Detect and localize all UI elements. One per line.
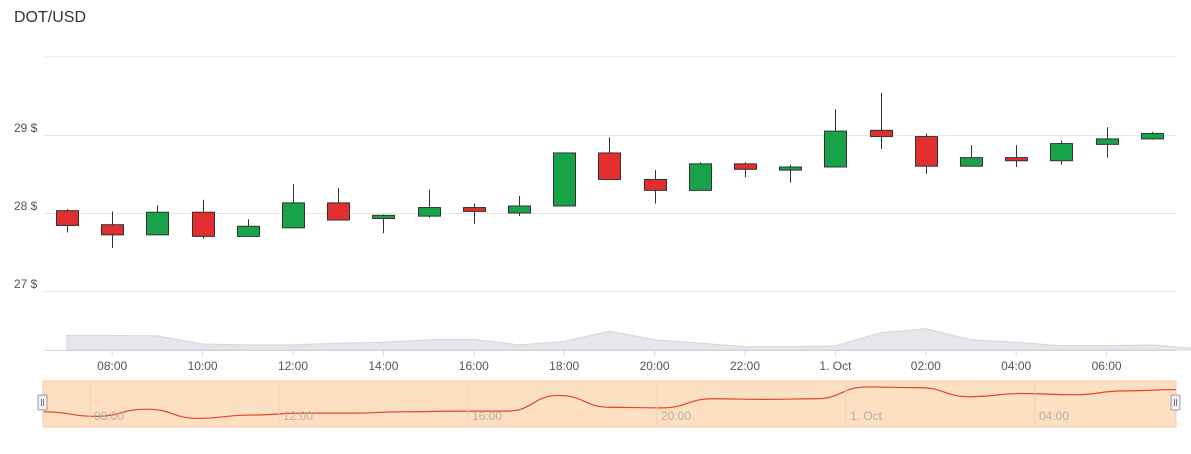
- candle-body[interactable]: [644, 178, 667, 191]
- navigator-tick-label: 1. Oct: [850, 409, 883, 423]
- x-tick-label: 04:00: [1001, 359, 1031, 373]
- x-tick-label: 14:00: [368, 359, 398, 373]
- y-tick-label: 28 $: [14, 199, 38, 213]
- grid-lines: [44, 56, 1176, 292]
- candle-body[interactable]: [1096, 138, 1119, 145]
- x-tick-label: 22:00: [730, 359, 760, 373]
- volume-series: [66, 328, 1191, 351]
- x-axis: 08:00 10:00 12:00 14:00 16:00 18:00 20:00 22:00…: [97, 350, 1122, 373]
- y-axis-labels: 27 $ 28 $ 29 $: [14, 121, 38, 291]
- navigator-handle-left[interactable]: [37, 394, 48, 411]
- candle-body[interactable]: [689, 163, 712, 191]
- candle-body[interactable]: [237, 225, 260, 237]
- x-tick-label: 12:00: [278, 359, 308, 373]
- candle-body[interactable]: [372, 214, 395, 219]
- navigator-handle-right[interactable]: [1170, 394, 1181, 411]
- navigator-series: [43, 386, 1177, 419]
- volume-area: [44, 328, 1191, 351]
- candle-body[interactable]: [870, 129, 893, 138]
- x-tick-label: 10:00: [188, 359, 218, 373]
- candle-body[interactable]: [327, 202, 350, 221]
- navigator-tick-label: 08:00: [94, 409, 124, 423]
- candle-body[interactable]: [463, 207, 486, 212]
- x-tick-label: 16:00: [459, 359, 489, 373]
- candle-body[interactable]: [508, 205, 531, 214]
- candle-body[interactable]: [824, 130, 847, 168]
- y-tick-label: 29 $: [14, 121, 38, 135]
- candle-body[interactable]: [1050, 143, 1073, 162]
- x-tick-label: 06:00: [1092, 359, 1122, 373]
- navigator-window[interactable]: [42, 380, 1177, 428]
- navigator-tick-label: 04:00: [1039, 409, 1069, 423]
- x-tick-label: 02:00: [911, 359, 941, 373]
- candles-group[interactable]: [56, 92, 1164, 249]
- chart-title: DOT/USD: [14, 9, 86, 26]
- candle-body[interactable]: [960, 157, 983, 167]
- candle-body[interactable]: [734, 163, 757, 170]
- handle-body[interactable]: [1170, 394, 1181, 411]
- candle-body[interactable]: [192, 211, 215, 237]
- candle-body[interactable]: [146, 211, 169, 236]
- candle-body[interactable]: [56, 210, 79, 226]
- candle-body[interactable]: [101, 224, 124, 236]
- x-tick-label: 20:00: [640, 359, 670, 373]
- x-tick-label: 08:00: [97, 359, 127, 373]
- candle-body[interactable]: [915, 136, 938, 167]
- y-tick-label: 27 $: [14, 277, 38, 291]
- handle-body[interactable]: [37, 394, 48, 411]
- navigator-tick-label: 12:00: [283, 409, 313, 423]
- navigator-tick-label: 20:00: [661, 409, 691, 423]
- candle-body[interactable]: [1141, 132, 1164, 140]
- candle-body[interactable]: [418, 207, 441, 217]
- candle-body[interactable]: [282, 202, 305, 229]
- x-tick-label: 18:00: [549, 359, 579, 373]
- navigator[interactable]: 08:00 12:00 16:00 20:00 1. Oct 04:00: [37, 380, 1181, 428]
- navigator-tick-label: 16:00: [472, 409, 502, 423]
- candle-body[interactable]: [553, 152, 576, 207]
- candle-body[interactable]: [598, 152, 621, 180]
- candle-body[interactable]: [1005, 157, 1028, 162]
- candle-body[interactable]: [779, 166, 802, 171]
- x-tick-label: 1. Oct: [819, 359, 852, 373]
